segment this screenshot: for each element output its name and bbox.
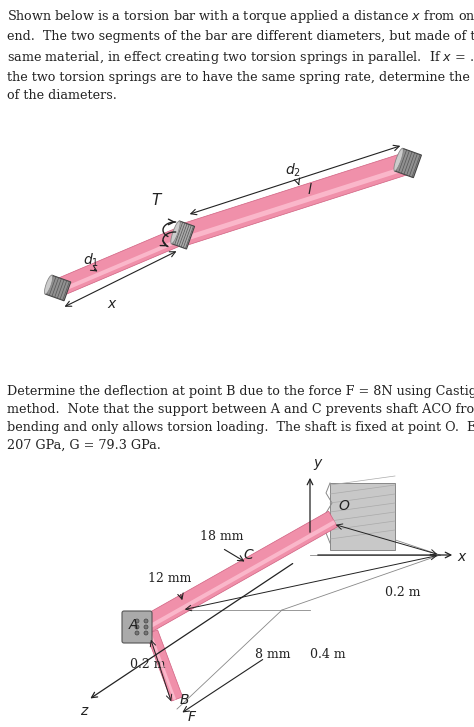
- Text: $F$: $F$: [187, 710, 197, 724]
- Polygon shape: [330, 483, 395, 550]
- Text: $y$: $y$: [313, 457, 324, 472]
- Text: $x$: $x$: [107, 297, 118, 311]
- Text: Determine the deflection at point B due to the force F = 8N using Castigliano’s
: Determine the deflection at point B due …: [7, 385, 474, 452]
- Text: $A$: $A$: [128, 618, 139, 632]
- Polygon shape: [180, 153, 411, 246]
- Polygon shape: [143, 521, 336, 632]
- Text: $T$: $T$: [151, 192, 164, 208]
- FancyBboxPatch shape: [122, 611, 152, 643]
- Ellipse shape: [171, 221, 180, 244]
- Circle shape: [144, 625, 148, 629]
- Text: 0.2 m: 0.2 m: [385, 586, 420, 599]
- Text: $d_2$: $d_2$: [285, 162, 301, 180]
- Circle shape: [144, 631, 148, 635]
- Text: $l$: $l$: [307, 182, 313, 197]
- Text: Shown below is a torsion bar with a torque applied a distance $x$ from one
end. : Shown below is a torsion bar with a torq…: [7, 8, 474, 102]
- Polygon shape: [137, 511, 337, 635]
- Text: 8 mm: 8 mm: [255, 648, 291, 661]
- Circle shape: [135, 625, 139, 629]
- Polygon shape: [172, 221, 194, 249]
- Polygon shape: [146, 630, 182, 701]
- Circle shape: [135, 631, 139, 635]
- Polygon shape: [55, 227, 186, 297]
- Text: 12 mm: 12 mm: [148, 572, 191, 585]
- Circle shape: [144, 619, 148, 623]
- Polygon shape: [58, 236, 185, 293]
- Text: $x$: $x$: [457, 550, 468, 564]
- Text: $z$: $z$: [80, 704, 90, 718]
- Polygon shape: [45, 276, 71, 301]
- Polygon shape: [149, 632, 176, 700]
- Circle shape: [135, 619, 139, 623]
- Text: $C$: $C$: [243, 548, 255, 562]
- Polygon shape: [183, 164, 410, 241]
- Text: $O$: $O$: [338, 499, 350, 513]
- Text: 18 mm: 18 mm: [200, 530, 244, 543]
- Ellipse shape: [394, 148, 403, 171]
- Ellipse shape: [45, 276, 53, 294]
- Text: 0.4 m: 0.4 m: [310, 648, 346, 661]
- Polygon shape: [394, 148, 421, 177]
- Text: 0.2 m: 0.2 m: [130, 658, 165, 671]
- Text: $B$: $B$: [179, 693, 190, 707]
- Text: $d_1$: $d_1$: [83, 252, 99, 270]
